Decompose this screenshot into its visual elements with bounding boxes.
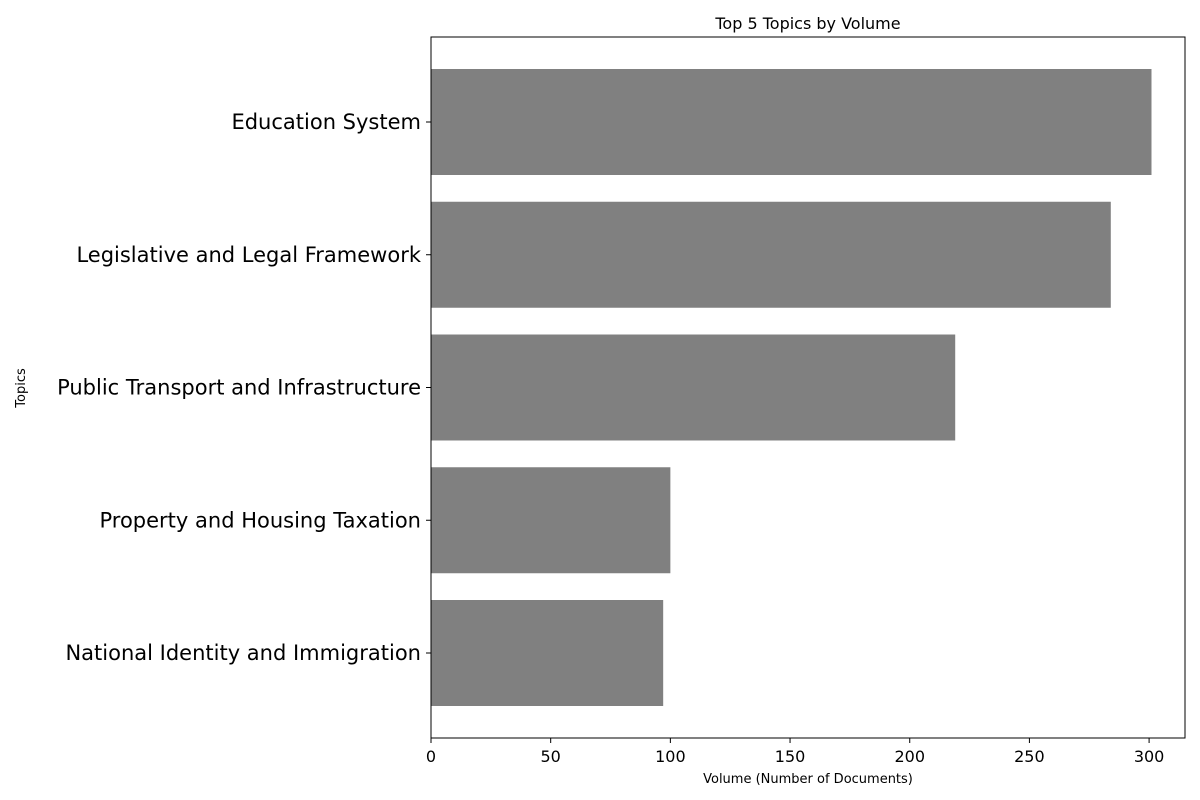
bar [431,600,664,706]
y-tick-label: Public Transport and Infrastructure [57,376,421,400]
x-tick-label: 250 [1014,747,1045,766]
bars-group [431,69,1152,706]
x-tick-label: 150 [775,747,806,766]
bar [431,467,671,574]
plot-frame [430,36,1186,739]
bar [431,334,956,441]
y-tick-label: Legislative and Legal Framework [76,243,421,267]
y-tick-label: Property and Housing Taxation [99,508,421,532]
x-axis-label: Volume (Number of Documents) [703,772,913,787]
y-tick-label: Education System [231,110,421,134]
x-tick-label: 100 [655,747,686,766]
y-axis-ticks: Education System Legislative and Legal Fr… [57,110,431,665]
y-tick-label: National Identity and Immigration [65,641,421,665]
bar [431,201,1111,308]
x-tick-label: 200 [894,747,925,766]
x-tick-label: 50 [541,747,561,766]
chart-title: Top 5 Topics by Volume [714,14,900,33]
bar [431,69,1152,175]
y-axis-label: Topics [14,368,29,409]
x-tick-label: 300 [1134,747,1165,766]
x-tick-label: 0 [426,747,436,766]
x-axis-ticks: 0 50 100 150 200 250 300 [426,738,1164,766]
